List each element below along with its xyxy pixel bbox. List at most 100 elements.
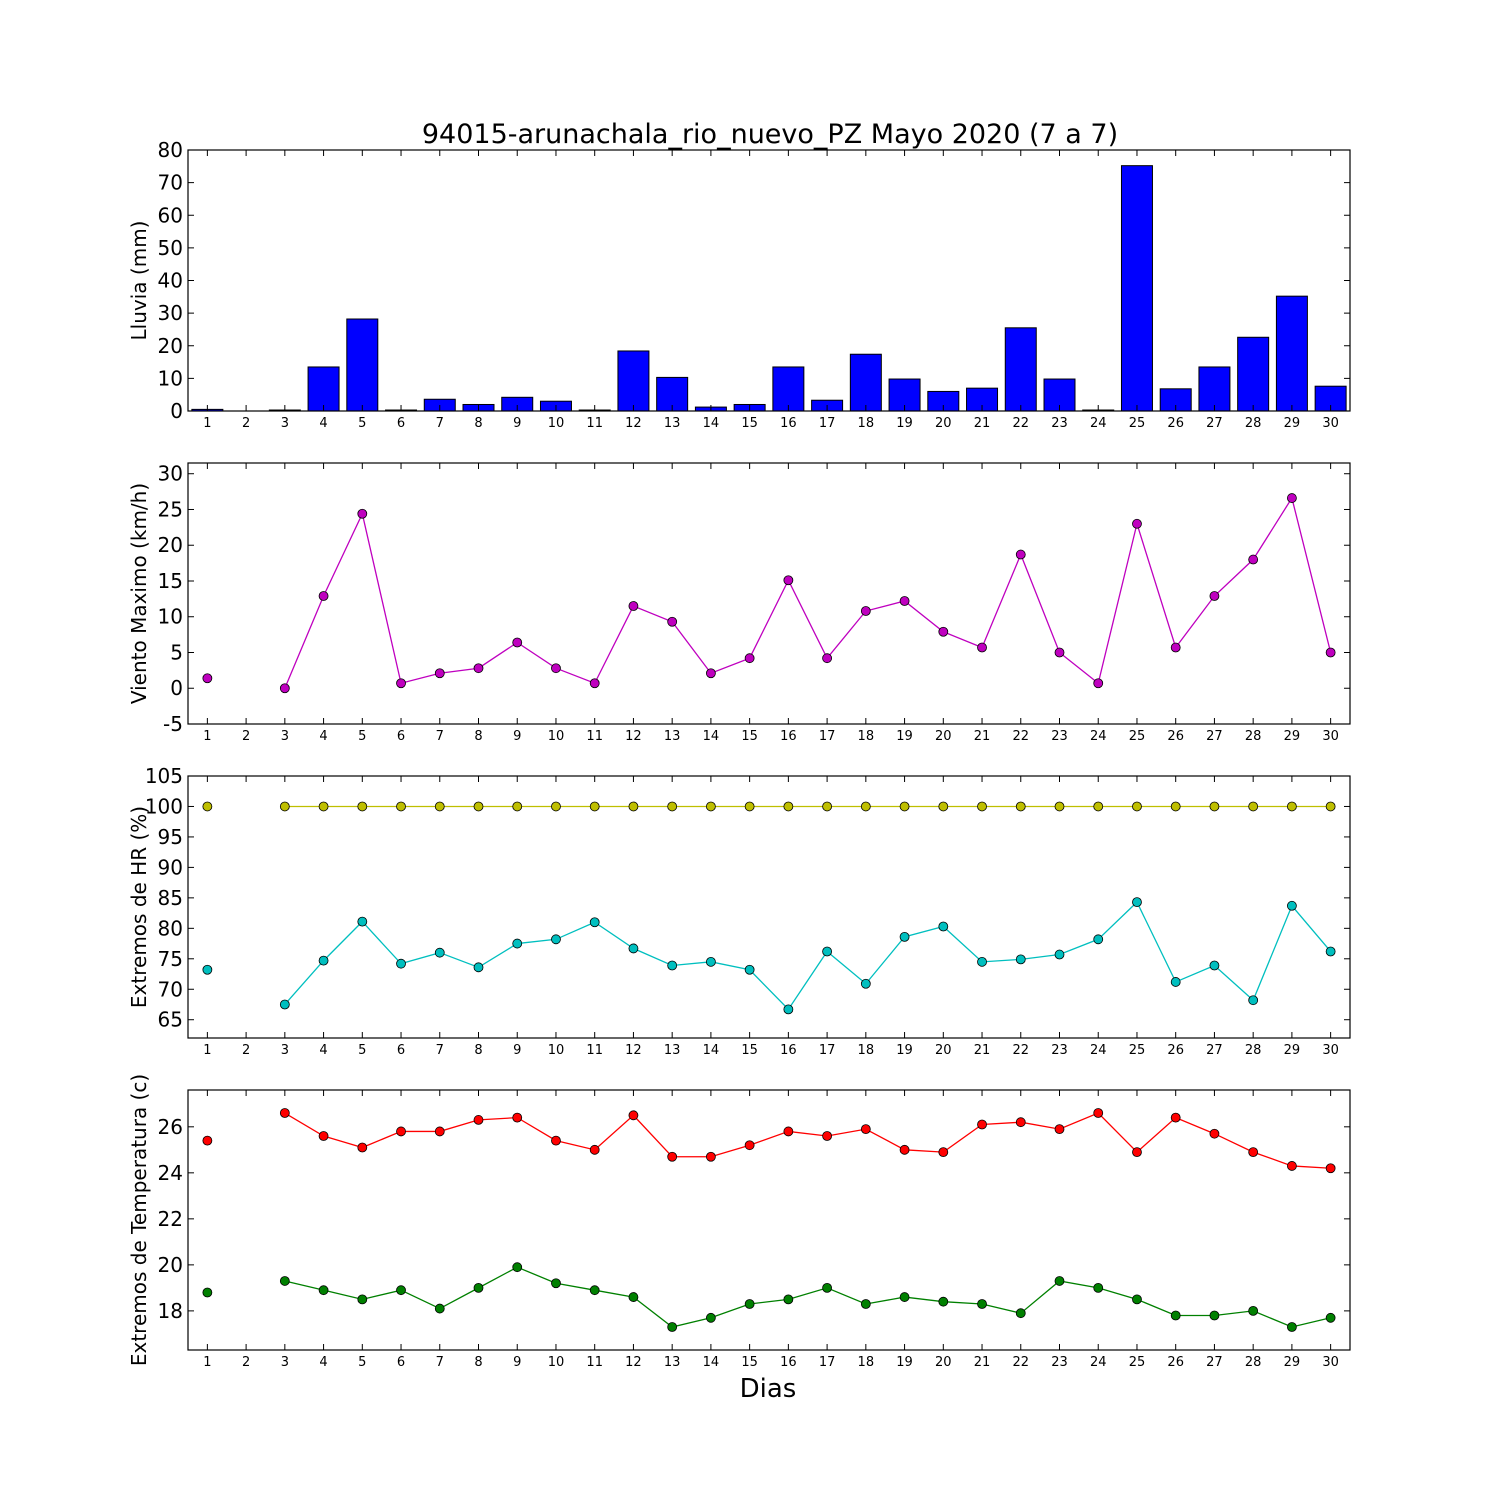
y-tick-label: 40 <box>158 269 183 293</box>
data-point <box>357 1142 368 1153</box>
data-point <box>977 1299 987 1309</box>
x-tick-label: 17 <box>819 416 836 431</box>
x-tick-label: 26 <box>1167 416 1184 431</box>
data-point <box>396 678 406 689</box>
x-tick-label: 11 <box>586 1043 603 1058</box>
x-tick-label: 7 <box>436 1355 444 1370</box>
x-tick-label: 19 <box>896 1043 913 1058</box>
y-tick-label: 70 <box>158 171 183 195</box>
x-tick-label: 30 <box>1322 1355 1339 1370</box>
data-point <box>279 801 290 812</box>
data-point <box>396 1285 406 1296</box>
data-point <box>667 1151 678 1162</box>
data-point <box>589 1285 600 1296</box>
y-tick-label: 0 <box>170 399 183 423</box>
y-tick-label: 20 <box>158 1253 183 1277</box>
data-point <box>628 1110 639 1121</box>
data-point <box>589 917 600 928</box>
data-point <box>706 956 716 967</box>
x-tick-label: 9 <box>513 1043 521 1058</box>
data-point <box>357 916 368 927</box>
y-tick-label: 24 <box>158 1161 183 1185</box>
y-axis-label: Viento Maximo (km/h) <box>127 483 151 704</box>
x-tick-label: 8 <box>474 1043 482 1058</box>
x-tick-label: 29 <box>1284 1043 1301 1058</box>
x-tick-label: 13 <box>664 1355 681 1370</box>
rain-bar <box>1237 336 1270 412</box>
y-tick-label: 80 <box>158 138 183 162</box>
data-point <box>706 1312 716 1323</box>
x-tick-label: 6 <box>397 729 405 744</box>
x-tick-label: 21 <box>974 416 991 431</box>
x-tick-label: 25 <box>1129 416 1146 431</box>
data-point <box>822 1282 832 1293</box>
x-tick-label: 2 <box>242 416 250 431</box>
y-tick-label: 50 <box>158 236 183 260</box>
x-tick-label: 5 <box>358 729 366 744</box>
y-tick-label: 85 <box>158 886 183 910</box>
x-tick-label: 21 <box>974 1355 991 1370</box>
y-tick-label: 80 <box>158 916 183 940</box>
data-point <box>589 801 600 812</box>
x-tick-label: 5 <box>358 1043 366 1058</box>
data-point <box>783 801 794 812</box>
data-point <box>744 653 755 664</box>
data-point <box>202 801 213 812</box>
data-point <box>1170 1112 1181 1123</box>
x-tick-label: 22 <box>1012 1355 1029 1370</box>
x-tick-label: 9 <box>513 729 521 744</box>
y-tick-label: 20 <box>158 334 183 358</box>
data-point <box>860 1299 871 1309</box>
data-point <box>589 1144 600 1155</box>
data-point <box>1325 1312 1336 1323</box>
data-point <box>1170 977 1181 987</box>
data-point <box>1325 647 1336 658</box>
data-point <box>706 668 716 679</box>
data-point <box>551 1278 561 1289</box>
series-line <box>284 1266 1331 1328</box>
x-tick-label: 23 <box>1051 416 1068 431</box>
x-tick-label: 16 <box>780 1043 797 1058</box>
x-tick-label: 2 <box>242 1043 250 1058</box>
x-tick-label: 28 <box>1245 729 1262 744</box>
y-tick-label: 5 <box>170 640 183 664</box>
data-point <box>628 943 639 954</box>
x-tick-label: 30 <box>1322 729 1339 744</box>
x-tick-label: 18 <box>858 729 875 744</box>
y-axis-label: Lluvia (mm) <box>127 221 151 341</box>
data-point <box>667 1322 678 1332</box>
x-tick-label: 28 <box>1245 1355 1262 1370</box>
data-point <box>434 1303 445 1314</box>
data-point <box>1132 801 1142 812</box>
data-point <box>202 1287 213 1298</box>
x-tick-label: 27 <box>1206 729 1223 744</box>
data-point <box>1248 1147 1259 1158</box>
data-point <box>899 1144 910 1155</box>
data-point <box>822 653 832 664</box>
data-point <box>434 1126 445 1137</box>
x-tick-label: 5 <box>358 1355 366 1370</box>
data-point <box>1248 554 1259 565</box>
data-point <box>1325 801 1336 812</box>
data-point <box>396 801 406 812</box>
y-tick-label: 30 <box>158 301 183 325</box>
data-point <box>1325 1163 1336 1174</box>
x-tick-label: 30 <box>1322 416 1339 431</box>
x-tick-label: 15 <box>741 1043 758 1058</box>
y-tick-label: 70 <box>158 977 183 1001</box>
data-point <box>1248 1305 1259 1316</box>
data-point <box>783 1004 794 1015</box>
data-point <box>783 575 794 586</box>
x-tick-label: 3 <box>281 416 289 431</box>
rain-bar <box>307 366 340 412</box>
data-point <box>899 801 910 812</box>
x-tick-label: 14 <box>703 1043 720 1058</box>
data-point <box>1132 518 1142 529</box>
x-tick-label: 10 <box>548 416 565 431</box>
data-point <box>1093 1108 1104 1118</box>
data-point <box>434 801 445 812</box>
data-point <box>1170 642 1181 653</box>
data-point <box>551 934 561 945</box>
